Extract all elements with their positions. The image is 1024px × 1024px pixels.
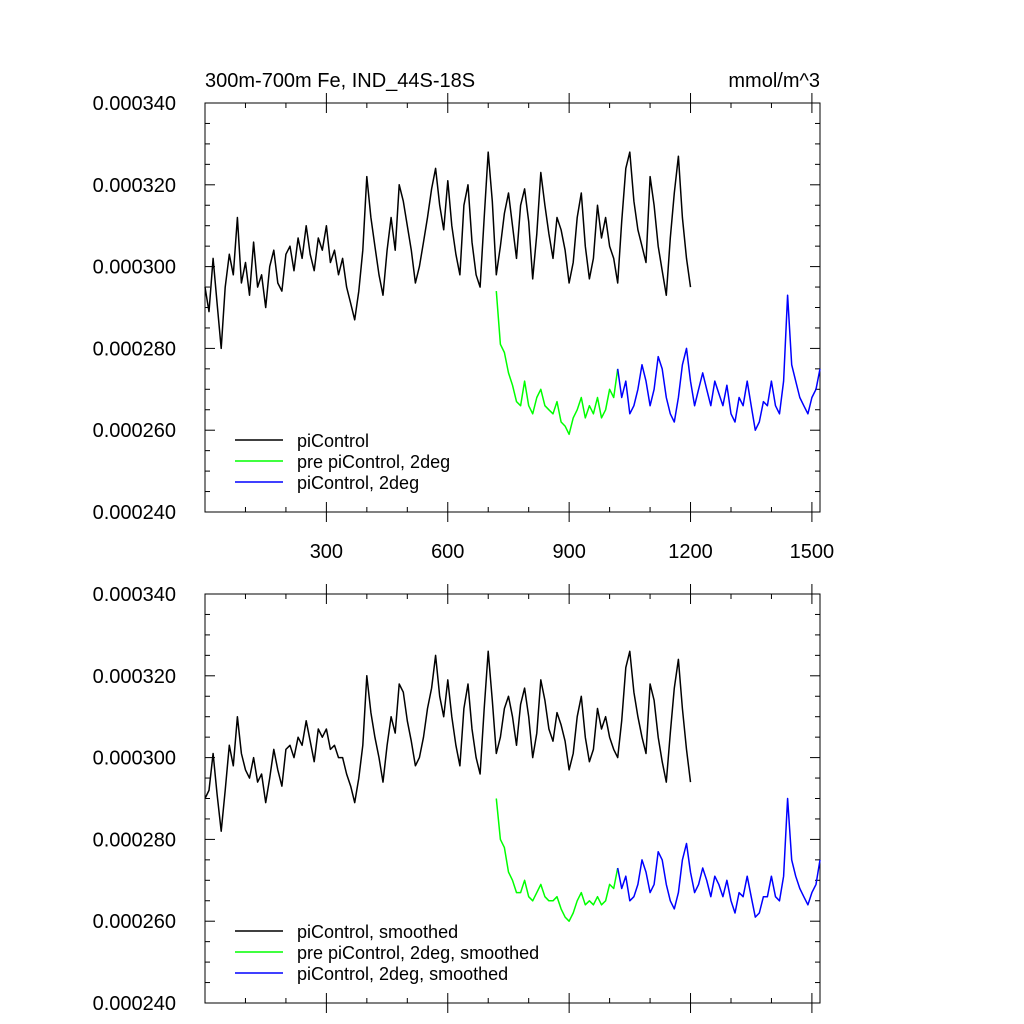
x-tick-label: 300 <box>310 541 343 563</box>
y-tick-label: 0.000240 <box>93 502 176 524</box>
legend-label-2: pre piControl, 2deg, smoothed <box>297 943 539 963</box>
chart-panel-1: 300 600 900 1200 1500 0.000240 0.000260 0.00028… <box>93 70 835 563</box>
legend-label-1: piControl, smoothed <box>297 922 458 942</box>
y-tick-label: 0.000340 <box>93 584 176 606</box>
legend-label-2: pre piControl, 2deg <box>297 452 450 472</box>
chart-panel-2: 0.000240 0.000260 0.000280 0.000300 0.000320… <box>93 584 821 1015</box>
x-tick-label: 1200 <box>668 541 713 563</box>
series-line-2 <box>495 798 619 922</box>
chart-title: 300m-700m Fe, IND_44S-18S <box>205 70 475 92</box>
series-line-1 <box>204 151 692 350</box>
series-line-2 <box>495 291 619 436</box>
y-tick-label: 0.000300 <box>93 748 176 770</box>
x-tick-label: 600 <box>431 541 464 563</box>
legend-label-3: piControl, 2deg, smoothed <box>297 964 508 984</box>
y-tick-label: 0.000320 <box>93 666 176 688</box>
series-line-3 <box>616 294 821 431</box>
y-tick-label: 0.000320 <box>93 175 176 197</box>
legend-label-1: piControl <box>297 431 369 451</box>
y-tick-label: 0.000280 <box>93 338 176 360</box>
y-tick-label: 0.000300 <box>93 257 176 279</box>
series-line-1 <box>204 650 692 832</box>
series-line-3 <box>616 797 821 918</box>
x-tick-label: 900 <box>552 541 585 563</box>
y-tick-label: 0.000280 <box>93 829 176 851</box>
y-tick-label: 0.000260 <box>93 420 176 442</box>
legend-label-3: piControl, 2deg <box>297 473 419 493</box>
y-tick-label: 0.000340 <box>93 93 176 115</box>
x-tick-label: 1500 <box>790 541 835 563</box>
units-label: mmol/m^3 <box>728 70 820 92</box>
y-tick-label: 0.000260 <box>93 911 176 933</box>
y-tick-label: 0.000240 <box>93 993 176 1015</box>
